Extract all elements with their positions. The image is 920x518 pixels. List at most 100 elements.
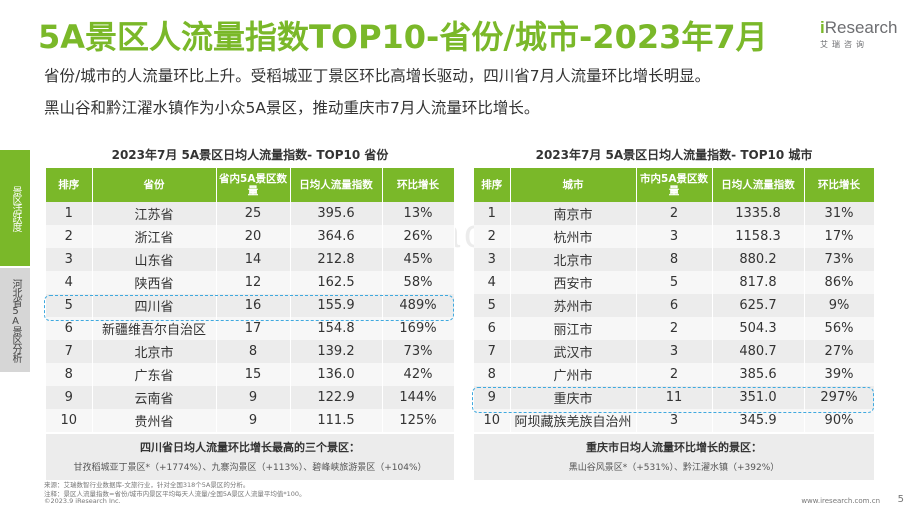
province-table-panel: 2023年7月 5A景区日均人流量指数- TOP10 省份 排序 省份 省内5A景区…: [46, 142, 455, 480]
province-table-header-cell: 排序: [46, 168, 93, 202]
province-table-cell: 1: [46, 202, 93, 225]
city-note: 重庆市日均人流量环比增长的景区： 黑山谷风景区*（+531%）、黔江濯水镇（+3…: [474, 434, 874, 480]
province-table-cell: 212.8: [290, 248, 383, 271]
province-table-cell: 111.5: [290, 409, 383, 432]
city-table-cell: 武汉市: [510, 340, 637, 363]
province-table-row: 6 新疆维吾尔自治区 17 154.8 169%: [46, 317, 455, 340]
province-table-cell: 8: [46, 363, 93, 386]
sidenav-tab-hebei[interactable]: 河北省5A景区分析: [0, 268, 30, 372]
province-table-cell: 4: [46, 271, 93, 294]
logo-subtext: 艾瑞咨询: [820, 40, 868, 49]
city-note-title: 重庆市日均人流量环比增长的景区：: [586, 441, 762, 454]
city-table-cell: 351.0: [712, 386, 805, 409]
province-table-cell: 3: [46, 248, 93, 271]
city-table-cell: 9: [474, 386, 511, 409]
province-table-header-cell: 省内5A景区数量: [216, 168, 291, 202]
province-table-cell: 2: [46, 225, 93, 248]
province-table: 排序 省份 省内5A景区数量 日均人流量指数 环比增长 1 江苏省 25 395.6 13% 2 浙…: [46, 168, 455, 432]
city-table-cell: 丽江市: [510, 317, 637, 340]
city-table-cell: 杭州市: [510, 225, 637, 248]
province-table-cell: 26%: [382, 225, 455, 248]
province-table-cell: 12: [216, 271, 291, 294]
city-table-cell: 2: [636, 363, 713, 386]
city-table-cell: 504.3: [712, 317, 805, 340]
province-table-row: 3 山东省 14 212.8 45%: [46, 248, 455, 271]
city-table-row: 6 丽江市 2 504.3 56%: [474, 317, 875, 340]
city-table-row: 2 杭州市 3 1158.3 17%: [474, 225, 875, 248]
city-table-cell: 3: [474, 248, 511, 271]
province-table-cell: 17: [216, 317, 291, 340]
province-table-row: 2 浙江省 20 364.6 26%: [46, 225, 455, 248]
city-table-cell: 297%: [804, 386, 875, 409]
province-table-row: 4 陕西省 12 162.5 58%: [46, 271, 455, 294]
city-table-cell: 73%: [804, 248, 875, 271]
province-table-header-cell: 日均人流量指数: [290, 168, 383, 202]
province-table-cell: 广东省: [92, 363, 217, 386]
city-table-cell: 4: [474, 271, 511, 294]
city-table-cell: 56%: [804, 317, 875, 340]
city-table-header-cell: 市内5A景区数量: [636, 168, 713, 202]
city-table-cell: 3: [636, 225, 713, 248]
city-table-cell: 480.7: [712, 340, 805, 363]
city-table-panel: 2023年7月 5A景区日均人流量指数- TOP10 城市 排序 城市 市内5A景区…: [474, 142, 875, 480]
city-table-cell: 5: [636, 271, 713, 294]
city-table-cell: 625.7: [712, 294, 805, 317]
province-table-header-cell: 省份: [92, 168, 217, 202]
city-table-cell: 10: [474, 409, 511, 432]
city-table-cell: 广州市: [510, 363, 637, 386]
city-table-row: 3 北京市 8 880.2 73%: [474, 248, 875, 271]
province-table-cell: 489%: [382, 294, 455, 317]
province-table-cell: 新疆维吾尔自治区: [92, 317, 217, 340]
city-table-cell: 11: [636, 386, 713, 409]
subtitle-line-2: 黑山谷和黔江濯水镇作为小众5A景区，推动重庆市7月人流量环比增长。: [44, 99, 540, 117]
province-table-row: 10 贵州省 9 111.5 125%: [46, 409, 455, 432]
side-navigation: 景区活跃度 河北省5A景区分析: [0, 150, 30, 372]
city-table-cell: 7: [474, 340, 511, 363]
city-table-cell: 817.8: [712, 271, 805, 294]
province-table-cell: 5: [46, 294, 93, 317]
province-table-cell: 15: [216, 363, 291, 386]
city-table-header-cell: 城市: [510, 168, 637, 202]
province-table-cell: 山东省: [92, 248, 217, 271]
city-table-cell: 39%: [804, 363, 875, 386]
city-table-caption: 2023年7月 5A景区日均人流量指数- TOP10 城市: [535, 148, 813, 162]
city-table-row: 1 南京市 2 1335.8 31%: [474, 202, 875, 225]
city-note-text: 黑山谷风景区*（+531%）、黔江濯水镇（+392%）: [568, 463, 780, 473]
city-table-cell: 6: [474, 317, 511, 340]
city-table-cell: 345.9: [712, 409, 805, 432]
city-table-cell: 27%: [804, 340, 875, 363]
province-table-row: 1 江苏省 25 395.6 13%: [46, 202, 455, 225]
city-table-cell: 1158.3: [712, 225, 805, 248]
province-table-cell: 125%: [382, 409, 455, 432]
city-table-header-cell: 环比增长: [804, 168, 875, 202]
city-table-cell: 2: [474, 225, 511, 248]
iresearch-logo: iResearch 艾瑞咨询: [820, 18, 898, 54]
province-table-cell: 陕西省: [92, 271, 217, 294]
city-table-cell: 苏州市: [510, 294, 637, 317]
province-table-cell: 10: [46, 409, 93, 432]
province-table-cell: 北京市: [92, 340, 217, 363]
province-note-title: 四川省日均人流量环比增长最高的三个景区：: [140, 441, 360, 454]
province-table-cell: 贵州省: [92, 409, 217, 432]
city-table-header-cell: 排序: [474, 168, 511, 202]
city-table-cell: 3: [636, 340, 713, 363]
sidenav-tab-activity[interactable]: 景区活跃度: [0, 150, 30, 266]
province-table-cell: 155.9: [290, 294, 383, 317]
city-table-cell: 6: [636, 294, 713, 317]
city-table-cell: 8: [474, 363, 511, 386]
province-table-cell: 58%: [382, 271, 455, 294]
city-table-cell: 西安市: [510, 271, 637, 294]
province-table-row: 5 四川省 16 155.9 489%: [46, 294, 455, 317]
province-table-row: 8 广东省 15 136.0 42%: [46, 363, 455, 386]
city-table-cell: 880.2: [712, 248, 805, 271]
province-table-cell: 169%: [382, 317, 455, 340]
city-table-cell: 90%: [804, 409, 875, 432]
city-table-row: 8 广州市 2 385.6 39%: [474, 363, 875, 386]
logo-brand: iResearch: [820, 18, 898, 37]
city-table-cell: 1335.8: [712, 202, 805, 225]
province-table-cell: 42%: [382, 363, 455, 386]
page-title: 5A景区人流量指数TOP10-省份/城市-2023年7月: [38, 18, 768, 56]
province-table-caption: 2023年7月 5A景区日均人流量指数- TOP10 省份: [111, 148, 389, 162]
city-table-cell: 9%: [804, 294, 875, 317]
province-table-cell: 139.2: [290, 340, 383, 363]
